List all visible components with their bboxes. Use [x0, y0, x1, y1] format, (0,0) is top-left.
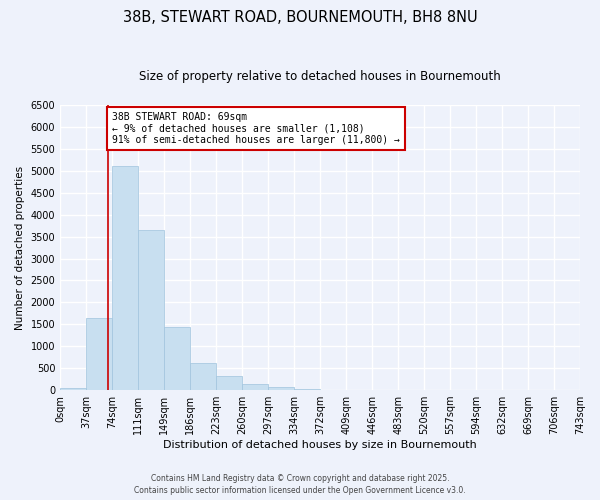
X-axis label: Distribution of detached houses by size in Bournemouth: Distribution of detached houses by size … — [163, 440, 477, 450]
Text: 38B, STEWART ROAD, BOURNEMOUTH, BH8 8NU: 38B, STEWART ROAD, BOURNEMOUTH, BH8 8NU — [122, 10, 478, 25]
Bar — [216, 376, 242, 390]
Text: 38B STEWART ROAD: 69sqm
← 9% of detached houses are smaller (1,108)
91% of semi-: 38B STEWART ROAD: 69sqm ← 9% of detached… — [112, 112, 400, 145]
Bar — [294, 389, 320, 390]
Title: Size of property relative to detached houses in Bournemouth: Size of property relative to detached ho… — [139, 70, 501, 83]
Bar — [268, 387, 294, 390]
Y-axis label: Number of detached properties: Number of detached properties — [15, 166, 25, 330]
Bar — [60, 388, 86, 390]
Bar — [86, 318, 112, 390]
Bar — [242, 384, 268, 390]
Bar — [138, 230, 164, 390]
Bar — [112, 166, 138, 390]
Text: Contains HM Land Registry data © Crown copyright and database right 2025.
Contai: Contains HM Land Registry data © Crown c… — [134, 474, 466, 495]
Bar — [164, 327, 190, 390]
Bar — [190, 363, 216, 390]
